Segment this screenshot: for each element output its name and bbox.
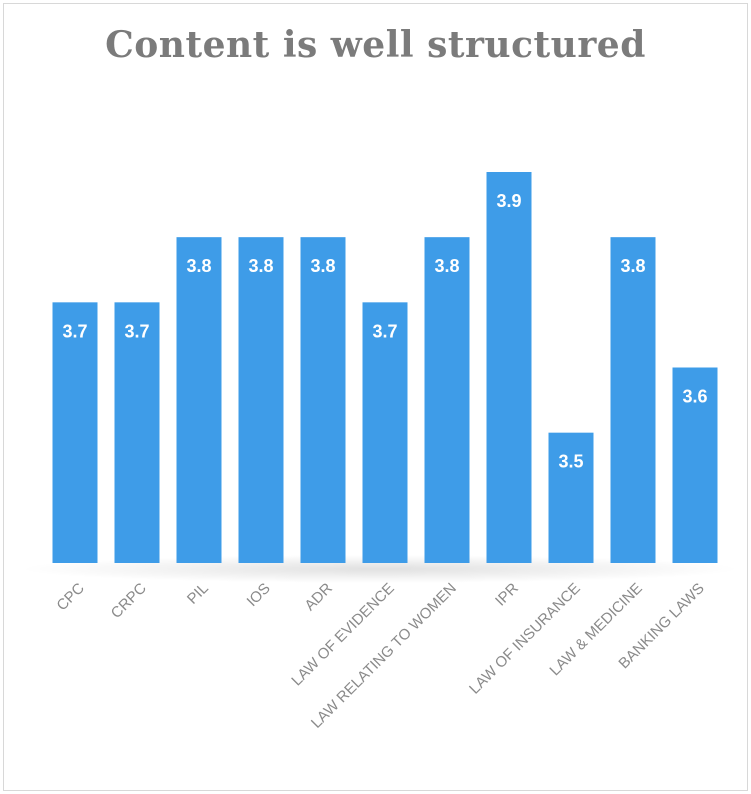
bar-2 [176,237,222,563]
bar-7 [486,172,532,563]
tick-label-4: ADR [301,580,336,615]
data-label-1: 3.7 [124,321,149,341]
bar-8 [548,432,594,563]
tick-label-8: LAW OF INSURANCE [466,580,584,698]
bar-6 [424,237,470,563]
data-label-3: 3.8 [248,256,273,276]
data-label-10: 3.6 [682,387,707,407]
bar-5 [362,302,408,563]
tick-label-2: PIL [184,580,212,608]
bar-3 [238,237,284,563]
data-label-4: 3.8 [310,256,335,276]
tick-label-7: IPR [492,580,522,610]
bar-4 [300,237,346,563]
data-label-9: 3.8 [620,256,645,276]
tick-label-0: CPC [53,580,88,615]
tick-label-1: CRPC [108,580,150,622]
bar-1 [114,302,160,563]
bar-0 [52,302,98,563]
chart-title: Content is well structured [105,24,646,66]
data-label-5: 3.7 [372,321,397,341]
tick-label-3: IOS [244,580,274,610]
data-label-7: 3.9 [496,191,521,211]
data-label-2: 3.8 [186,256,211,276]
data-label-8: 3.5 [558,452,583,472]
data-label-6: 3.8 [434,256,459,276]
bar-9 [610,237,656,563]
data-label-0: 3.7 [62,321,87,341]
bar-10 [672,367,718,563]
tick-label-5: LAW OF EVIDENCE [288,580,397,689]
